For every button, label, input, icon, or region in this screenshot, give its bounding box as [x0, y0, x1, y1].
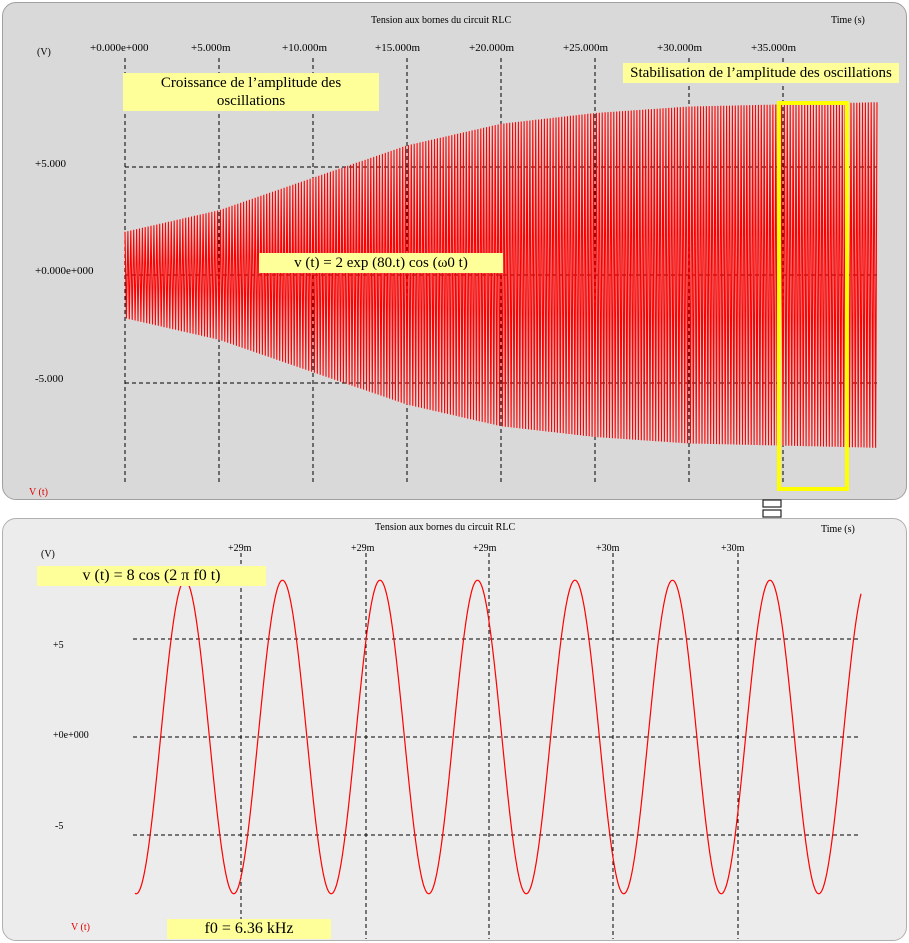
trace-label: V (t): [29, 487, 48, 498]
x-tick-label: +25.000m: [563, 42, 609, 54]
trace-label: V (t): [71, 922, 90, 933]
y-unit-label: (V): [37, 47, 51, 58]
y-tick-label: +5.000: [35, 158, 66, 170]
x-tick-label: +30m: [596, 543, 620, 554]
x-tick-label: +29m: [228, 543, 252, 554]
x-tick-label: +35.000m: [751, 42, 797, 54]
x-tick-label: +20.000m: [469, 42, 515, 54]
time-axis-label: Time (s): [821, 524, 855, 535]
growth-plot: [124, 58, 878, 491]
formula-label: v (t) = 8 cos (2 π f0 t): [37, 566, 266, 586]
steady-plot: [133, 553, 862, 939]
y-tick-label: +5: [53, 640, 64, 651]
x-tick-label: +30.000m: [657, 42, 703, 54]
x-tick-label: +29m: [351, 543, 375, 554]
x-tick-label: +15.000m: [375, 42, 421, 54]
chart-title: Tension aux bornes du circuit RLC: [375, 522, 516, 533]
x-tick-label: +30m: [721, 543, 745, 554]
frequency-label: f0 = 6.36 kHz: [167, 919, 331, 939]
y-tick-label: +0e+000: [53, 730, 89, 741]
x-tick-label: +10.000m: [282, 42, 328, 54]
chart-panel-steady: Tension aux bornes du circuit RLC Time (…: [2, 518, 907, 941]
zoom-region-box: [777, 101, 849, 491]
y-unit-label: (V): [41, 549, 55, 560]
growth-note: Croissance de l’amplitude des oscillatio…: [123, 73, 379, 111]
formula-label: v (t) = 2 exp (80.t) cos (ω0 t): [259, 253, 503, 273]
signal-trace: [124, 102, 878, 448]
x-tick-label: +29m: [473, 543, 497, 554]
stabilization-note: Stabilisation de l’amplitude des oscilla…: [623, 63, 899, 83]
y-tick-label: -5.000: [35, 373, 64, 385]
chart-panel-growth: Tension aux bornes du circuit RLC Time (…: [2, 2, 907, 500]
time-axis-label: Time (s): [831, 15, 865, 26]
y-tick-label: +0.000e+000: [35, 265, 94, 277]
signal-trace: [134, 579, 862, 895]
chart-title: Tension aux bornes du circuit RLC: [371, 15, 512, 26]
y-tick-label: -5: [55, 821, 64, 832]
x-tick-label: +0.000e+000: [90, 42, 149, 54]
x-tick-label: +5.000m: [191, 42, 231, 54]
